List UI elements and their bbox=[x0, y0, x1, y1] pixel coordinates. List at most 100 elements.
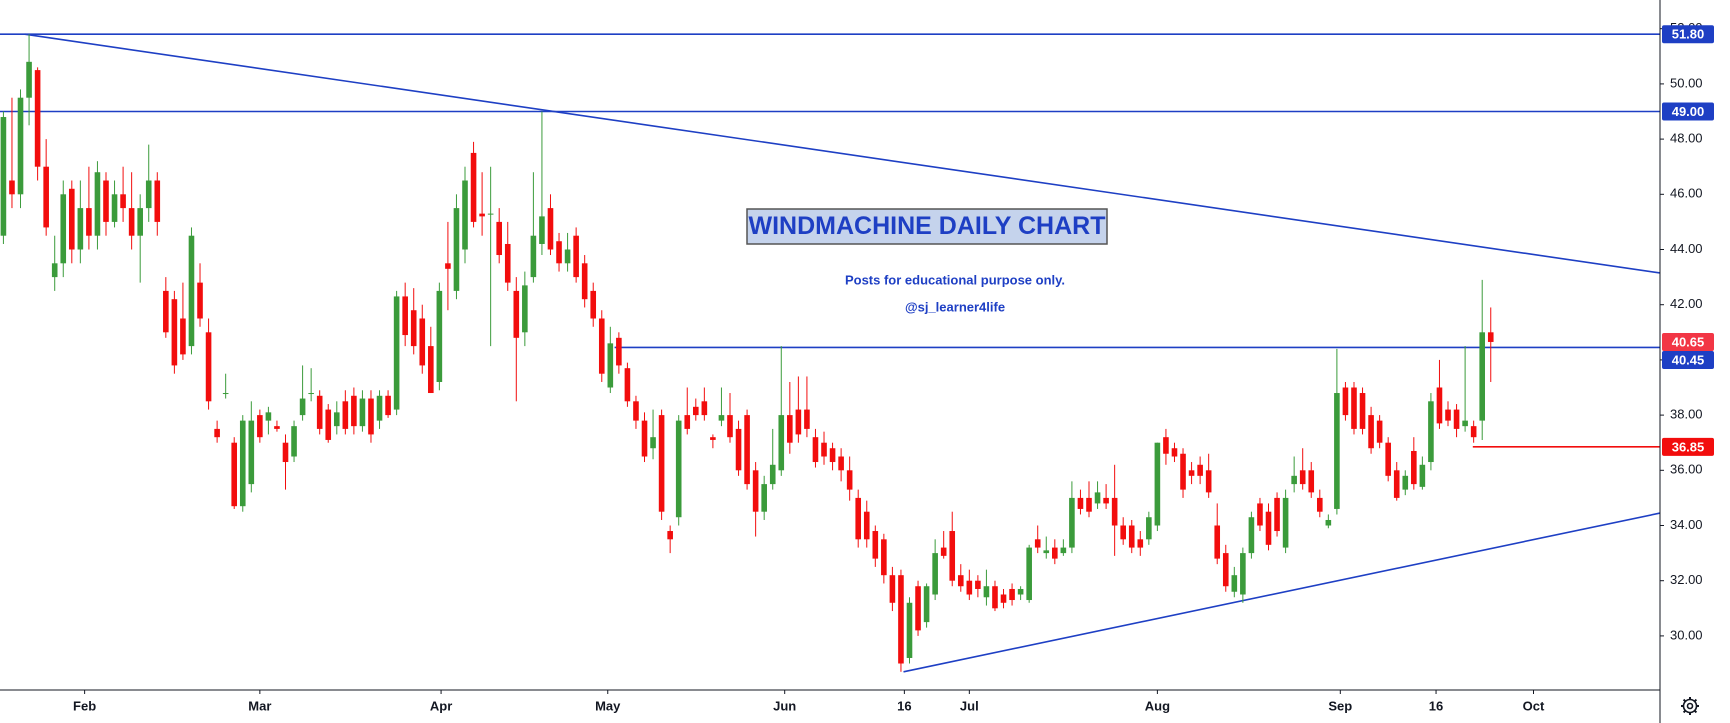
price-tag bbox=[1662, 437, 1714, 456]
candle-body bbox=[966, 580, 973, 595]
candle-body bbox=[86, 208, 92, 236]
candle-body bbox=[641, 420, 648, 457]
candle-body bbox=[1231, 575, 1238, 592]
price-tag-label: 40.65 bbox=[1672, 334, 1705, 349]
candle-body bbox=[487, 213, 494, 215]
candle-body bbox=[111, 194, 118, 222]
candle-body bbox=[1334, 393, 1340, 509]
candle-body bbox=[1325, 519, 1332, 526]
candle-body bbox=[1205, 470, 1212, 493]
candle-body bbox=[1000, 594, 1007, 603]
candle-body bbox=[1265, 511, 1272, 545]
candle-body bbox=[1240, 553, 1246, 595]
candle-body bbox=[1094, 492, 1101, 504]
candle-body bbox=[1052, 547, 1058, 559]
y-tick-label: 44.00 bbox=[1670, 241, 1703, 256]
candle-body bbox=[658, 415, 665, 512]
candle-body bbox=[453, 208, 460, 291]
settings-button[interactable] bbox=[1681, 697, 1699, 715]
candle-body bbox=[120, 194, 126, 209]
x-tick-label: Oct bbox=[1523, 698, 1545, 713]
candle-body bbox=[992, 586, 998, 609]
candle-body bbox=[265, 412, 272, 421]
candle-body bbox=[983, 586, 990, 598]
candle-body bbox=[1487, 332, 1494, 342]
y-tick-label: 46.00 bbox=[1670, 186, 1703, 201]
candle-body bbox=[598, 318, 605, 374]
candle-body bbox=[214, 428, 220, 438]
candle-body bbox=[1060, 547, 1067, 554]
candle-body bbox=[26, 61, 32, 98]
candle-body bbox=[675, 420, 682, 518]
price-tag-label: 51.80 bbox=[1672, 27, 1705, 42]
candle-body bbox=[316, 395, 323, 429]
candle-body bbox=[1385, 442, 1391, 476]
candle-body bbox=[1453, 409, 1460, 429]
y-tick-label: 42.00 bbox=[1670, 296, 1703, 311]
candle-body bbox=[752, 470, 759, 512]
gear-teeth bbox=[1681, 697, 1699, 715]
candle-body bbox=[932, 553, 938, 595]
candle-body bbox=[1026, 547, 1032, 601]
axes: 30.0032.0034.0036.0038.0040.0042.0044.00… bbox=[73, 20, 1714, 713]
candle-body bbox=[128, 208, 135, 236]
candle-body bbox=[581, 263, 588, 300]
candle-body bbox=[188, 235, 195, 347]
candle-body bbox=[684, 415, 691, 429]
candle-body bbox=[1146, 517, 1152, 540]
candle-body bbox=[1411, 450, 1417, 485]
chart-title: WINDMACHINE DAILY CHART bbox=[749, 212, 1106, 240]
candle-body bbox=[701, 401, 708, 416]
candle-body bbox=[299, 398, 306, 416]
candle-body bbox=[94, 172, 101, 236]
candle-body bbox=[727, 415, 733, 438]
y-tick-label: 36.00 bbox=[1670, 462, 1703, 477]
candle-body bbox=[1163, 437, 1169, 454]
candle-body bbox=[1479, 332, 1486, 421]
candle-body bbox=[1188, 470, 1195, 476]
candle-body bbox=[145, 180, 152, 209]
candle-body bbox=[1376, 420, 1383, 443]
candle-body bbox=[957, 575, 964, 587]
candle-body bbox=[333, 412, 340, 427]
candle-body bbox=[376, 395, 383, 421]
candle-body bbox=[787, 415, 793, 443]
candle-body bbox=[282, 442, 289, 463]
candle-body bbox=[795, 409, 802, 435]
candle-body bbox=[898, 575, 904, 664]
candle-body bbox=[410, 310, 417, 347]
price-tag bbox=[1662, 332, 1714, 351]
candle-body bbox=[1428, 401, 1434, 463]
candle-body bbox=[1069, 497, 1075, 548]
candle-body bbox=[359, 398, 366, 427]
candle-body bbox=[1180, 453, 1186, 490]
candle-body bbox=[9, 180, 15, 195]
candle-body bbox=[915, 586, 921, 631]
candle-body bbox=[1248, 517, 1255, 554]
candle-body bbox=[812, 437, 819, 463]
candle-body bbox=[1419, 464, 1426, 487]
candle-body bbox=[949, 531, 956, 581]
candle-body bbox=[368, 398, 374, 435]
title-box bbox=[746, 208, 1108, 245]
candle-body bbox=[855, 497, 862, 540]
candle-body bbox=[1077, 497, 1084, 509]
candle-body bbox=[530, 235, 537, 278]
candle-body bbox=[1368, 415, 1374, 449]
candle-body bbox=[342, 401, 349, 429]
candle-body bbox=[34, 70, 41, 167]
candle-body bbox=[821, 442, 827, 457]
candle-body bbox=[205, 332, 212, 402]
candle-body bbox=[633, 401, 639, 421]
y-tick-label: 38.00 bbox=[1670, 407, 1703, 422]
price-tag-label: 40.45 bbox=[1672, 352, 1705, 367]
candle-body bbox=[1103, 497, 1109, 504]
price-tag bbox=[1662, 102, 1714, 121]
candle-body bbox=[1222, 553, 1229, 587]
candle-body bbox=[231, 442, 238, 507]
annotations: WINDMACHINE DAILY CHART Posts for educat… bbox=[746, 208, 1108, 314]
y-tick-label: 48.00 bbox=[1670, 131, 1703, 146]
x-tick-label: May bbox=[595, 698, 621, 713]
candle-body bbox=[1282, 497, 1289, 548]
